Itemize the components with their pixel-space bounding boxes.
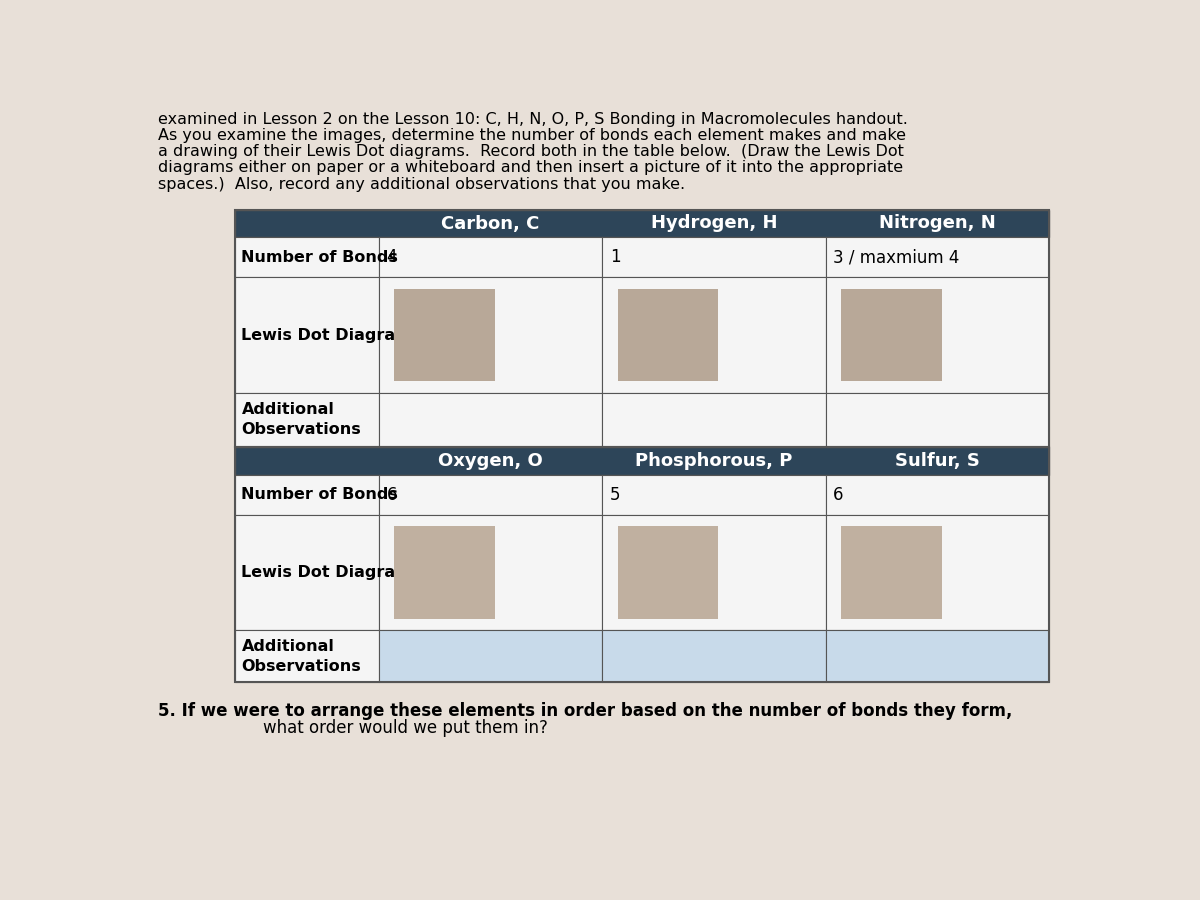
FancyBboxPatch shape	[602, 393, 826, 446]
FancyBboxPatch shape	[602, 238, 826, 277]
FancyBboxPatch shape	[841, 289, 942, 382]
FancyBboxPatch shape	[235, 210, 1049, 238]
FancyBboxPatch shape	[379, 630, 602, 682]
Text: diagrams either on paper or a whiteboard and then insert a picture of it into th: diagrams either on paper or a whiteboard…	[157, 160, 902, 176]
FancyBboxPatch shape	[826, 238, 1049, 277]
Text: Additional
Observations: Additional Observations	[241, 402, 361, 437]
Text: As you examine the images, determine the number of bonds each element makes and : As you examine the images, determine the…	[157, 128, 906, 143]
Text: 1: 1	[610, 248, 620, 266]
FancyBboxPatch shape	[841, 526, 942, 618]
FancyBboxPatch shape	[235, 515, 379, 630]
Text: Lewis Dot Diagram: Lewis Dot Diagram	[241, 565, 413, 580]
FancyBboxPatch shape	[602, 277, 826, 393]
FancyBboxPatch shape	[826, 393, 1049, 446]
FancyBboxPatch shape	[394, 289, 494, 382]
Text: Lewis Dot Diagram: Lewis Dot Diagram	[241, 328, 413, 343]
Text: Carbon, C: Carbon, C	[442, 214, 540, 232]
FancyBboxPatch shape	[826, 474, 1049, 515]
Text: 5. If we were to arrange these elements in order based on the number of bonds th: 5. If we were to arrange these elements …	[157, 702, 1012, 720]
Text: Phosphorous, P: Phosphorous, P	[635, 452, 792, 470]
Text: Number of Bonds: Number of Bonds	[241, 487, 398, 502]
Text: examined in Lesson 2 on the Lesson 10: C, H, N, O, P, S Bonding in Macromolecule: examined in Lesson 2 on the Lesson 10: C…	[157, 112, 907, 127]
FancyBboxPatch shape	[618, 526, 718, 618]
Text: what order would we put them in?: what order would we put them in?	[157, 718, 547, 736]
FancyBboxPatch shape	[235, 393, 379, 446]
FancyBboxPatch shape	[235, 277, 379, 393]
FancyBboxPatch shape	[826, 515, 1049, 630]
FancyBboxPatch shape	[618, 289, 718, 382]
Text: Hydrogen, H: Hydrogen, H	[650, 214, 778, 232]
FancyBboxPatch shape	[379, 393, 602, 446]
FancyBboxPatch shape	[235, 474, 379, 515]
Text: 3 / maxmium 4: 3 / maxmium 4	[833, 248, 960, 266]
Text: Sulfur, S: Sulfur, S	[895, 452, 979, 470]
FancyBboxPatch shape	[235, 446, 1049, 474]
FancyBboxPatch shape	[235, 238, 379, 277]
FancyBboxPatch shape	[826, 277, 1049, 393]
Text: spaces.)  Also, record any additional observations that you make.: spaces.) Also, record any additional obs…	[157, 176, 685, 192]
FancyBboxPatch shape	[379, 238, 602, 277]
Text: Number of Bonds: Number of Bonds	[241, 250, 398, 265]
FancyBboxPatch shape	[602, 474, 826, 515]
FancyBboxPatch shape	[602, 630, 826, 682]
Text: 6: 6	[833, 485, 844, 503]
Text: 4: 4	[386, 248, 397, 266]
Text: Nitrogen, N: Nitrogen, N	[878, 214, 996, 232]
FancyBboxPatch shape	[379, 515, 602, 630]
FancyBboxPatch shape	[235, 630, 379, 682]
Text: Oxygen, O: Oxygen, O	[438, 452, 542, 470]
FancyBboxPatch shape	[379, 474, 602, 515]
FancyBboxPatch shape	[602, 515, 826, 630]
Text: a drawing of their Lewis Dot diagrams.  Record both in the table below.  (Draw t: a drawing of their Lewis Dot diagrams. R…	[157, 144, 904, 159]
FancyBboxPatch shape	[394, 526, 494, 618]
Text: 5: 5	[610, 485, 620, 503]
FancyBboxPatch shape	[826, 630, 1049, 682]
Text: 6: 6	[386, 485, 397, 503]
FancyBboxPatch shape	[379, 277, 602, 393]
Text: Additional
Observations: Additional Observations	[241, 639, 361, 673]
